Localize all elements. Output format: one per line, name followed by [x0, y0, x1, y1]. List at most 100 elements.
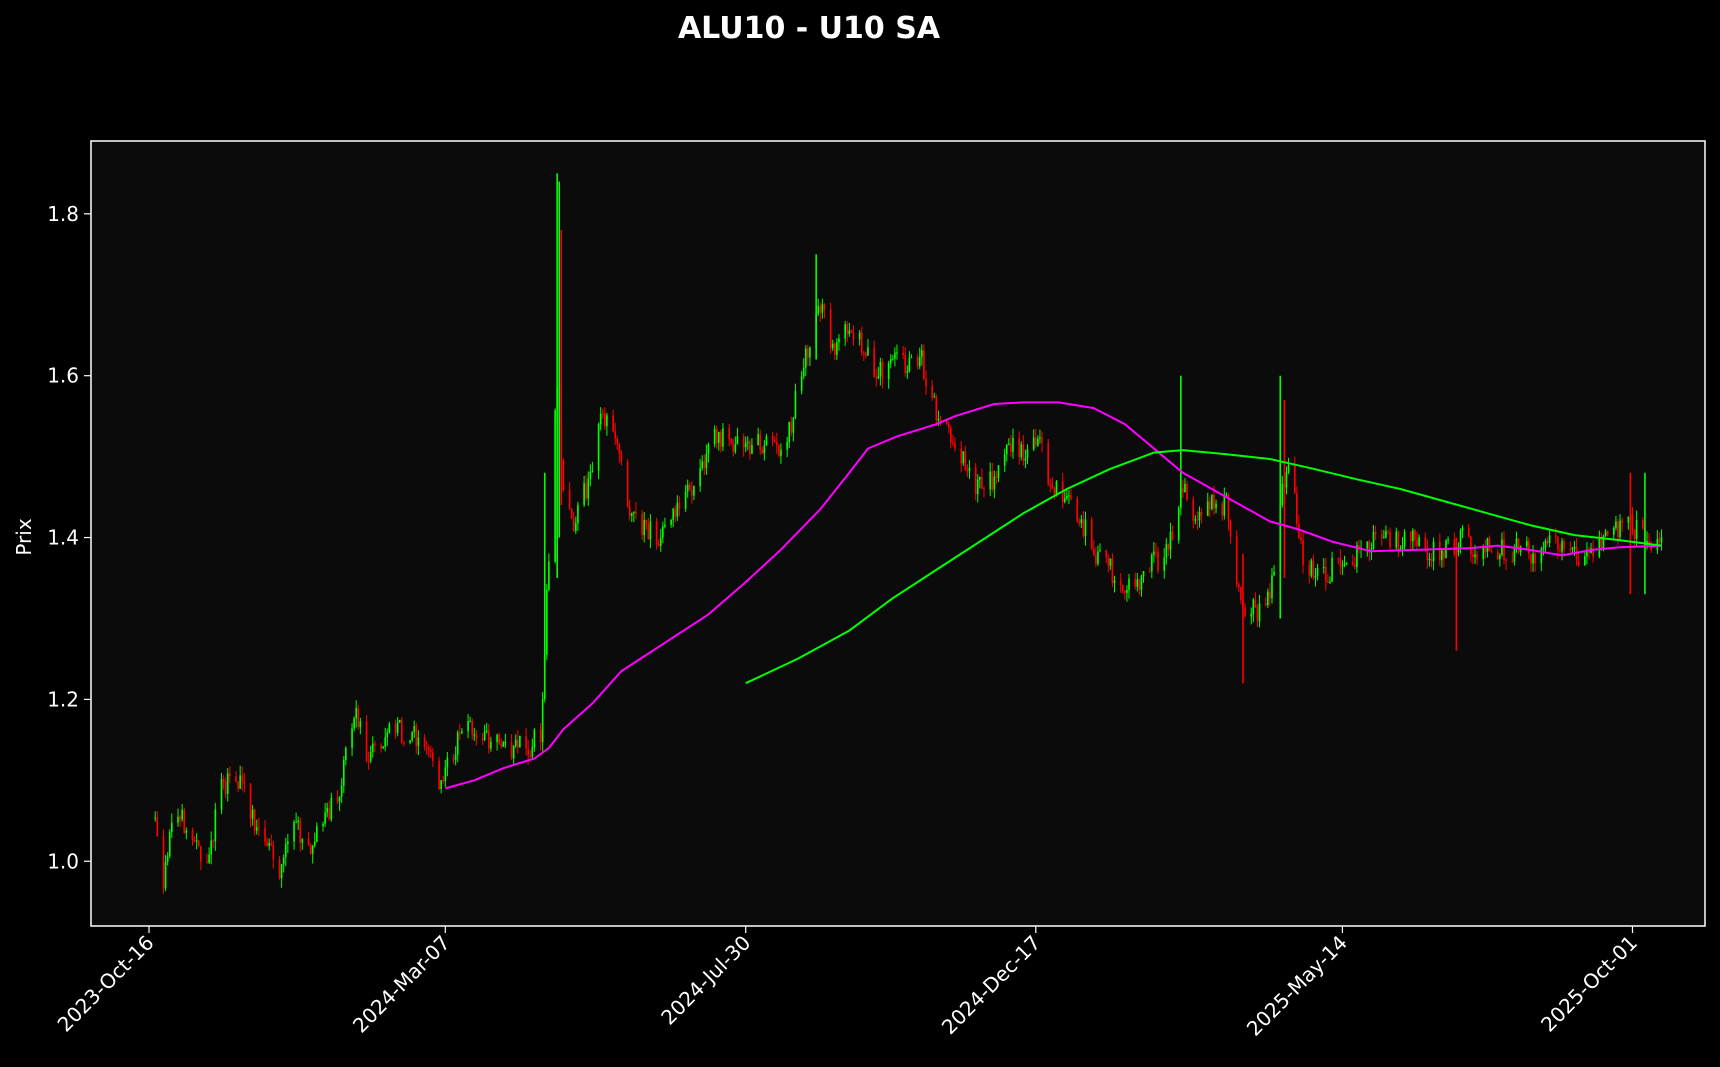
candle-body — [359, 721, 362, 728]
candle-body — [1221, 503, 1224, 516]
candle-body — [440, 780, 442, 790]
candle-body — [239, 775, 242, 789]
candle-body — [1078, 521, 1081, 524]
candle-body — [197, 840, 200, 846]
candle-body — [1223, 495, 1226, 516]
candle-body — [527, 748, 529, 756]
candle-body — [1076, 498, 1079, 522]
candle-body — [1206, 501, 1209, 516]
candle-body — [191, 830, 194, 841]
candle-body — [1617, 521, 1619, 538]
candle-body — [1113, 580, 1116, 583]
candle-body — [1314, 575, 1317, 578]
candle-body — [1546, 540, 1549, 544]
candle-body — [1258, 603, 1261, 622]
candle-body — [374, 743, 376, 746]
candle-body — [1298, 523, 1300, 538]
candle-body — [1026, 449, 1029, 459]
candle-body — [1416, 540, 1418, 546]
candle-body — [500, 743, 503, 747]
candle-body — [873, 347, 876, 377]
candle-body — [572, 518, 575, 532]
candle-body — [1111, 558, 1114, 583]
candle-body — [1163, 557, 1166, 571]
candles-layer — [154, 173, 1663, 894]
x-tick-label: 2023-Oct-16 — [53, 931, 159, 1037]
candle-body — [1167, 543, 1170, 550]
candle-body — [659, 537, 662, 546]
moving-average-lines — [445, 401, 1662, 790]
candle-body — [1544, 540, 1547, 548]
candle-body — [676, 502, 679, 517]
candle-body — [1358, 545, 1360, 549]
candle-body — [438, 760, 440, 790]
candle-body — [1325, 566, 1327, 582]
candle-body — [1119, 580, 1122, 585]
candle-body — [1528, 541, 1530, 555]
candle-body — [686, 484, 689, 492]
candle-body — [1337, 558, 1340, 560]
candle-body — [804, 348, 807, 368]
candle-body — [1642, 519, 1644, 528]
plot-area — [91, 141, 1705, 926]
candle-body — [1244, 607, 1246, 617]
candle-body — [237, 781, 239, 789]
candle-body — [311, 845, 314, 854]
candle-body — [1128, 578, 1130, 590]
candle-body — [212, 840, 215, 842]
candle-body — [1511, 560, 1514, 562]
moving-average-line — [745, 449, 1662, 685]
candle-body — [1488, 538, 1491, 552]
candle-body — [1592, 548, 1594, 557]
candle-body — [287, 841, 289, 845]
candle-body — [1256, 606, 1259, 622]
candle-body — [1186, 483, 1188, 500]
candle-body — [788, 422, 791, 443]
candle-body — [1432, 541, 1435, 562]
candle-body — [1505, 559, 1507, 561]
candle-body — [1457, 548, 1460, 553]
candle-body — [193, 840, 196, 842]
candle-body — [1374, 531, 1377, 535]
candle-body — [1097, 551, 1099, 564]
candle-body — [821, 304, 824, 313]
candle-body — [641, 513, 643, 536]
y-axis-label: Prix — [12, 518, 36, 555]
candle-body — [1331, 558, 1333, 582]
candle-body — [1490, 551, 1493, 553]
candle-body — [525, 735, 527, 749]
candle-body — [759, 434, 762, 450]
candle-body — [976, 479, 979, 495]
candle-body — [655, 521, 658, 545]
candle-body — [974, 467, 977, 495]
candle-body — [1171, 531, 1174, 541]
candle-body — [1517, 538, 1520, 552]
candle-body — [1496, 552, 1499, 560]
y-tick-label: 1.6 — [47, 364, 79, 388]
candle-body — [1428, 558, 1431, 561]
candle-body — [473, 734, 476, 736]
candle-body — [765, 436, 768, 446]
x-axis: 2023-Oct-16 2024-Mar-07 2024-Jul-30 2024-De… — [53, 926, 1642, 1041]
candle-body — [1264, 603, 1267, 606]
candle-body — [413, 725, 416, 733]
candle-body — [1310, 560, 1313, 576]
candle-body — [481, 737, 484, 740]
candle-body — [603, 413, 606, 427]
candle-body — [1022, 444, 1025, 461]
candle-body — [330, 798, 333, 820]
candle-body — [1134, 578, 1137, 587]
candle-body — [800, 376, 803, 391]
candle-body — [715, 428, 718, 443]
candle-body — [208, 854, 210, 863]
candle-body — [249, 783, 252, 819]
candle-body — [807, 348, 809, 358]
candle-body — [164, 861, 167, 889]
candle-body — [1155, 551, 1157, 553]
candle-body — [751, 445, 753, 454]
candle-body — [425, 746, 428, 748]
candle-body — [541, 699, 544, 743]
x-tick-label: 2024-Mar-07 — [348, 931, 455, 1038]
